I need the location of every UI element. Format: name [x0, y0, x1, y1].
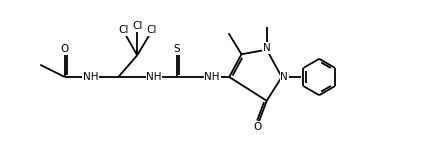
- Text: O: O: [61, 44, 69, 54]
- Text: Cl: Cl: [146, 25, 156, 35]
- Text: N: N: [280, 72, 288, 82]
- Text: S: S: [174, 44, 180, 54]
- Text: NH: NH: [204, 72, 220, 82]
- Text: NH: NH: [146, 72, 162, 82]
- Text: Cl: Cl: [119, 25, 129, 35]
- Text: Cl: Cl: [132, 21, 142, 31]
- Text: NH: NH: [82, 72, 98, 82]
- Text: O: O: [253, 122, 262, 132]
- Text: N: N: [263, 43, 270, 53]
